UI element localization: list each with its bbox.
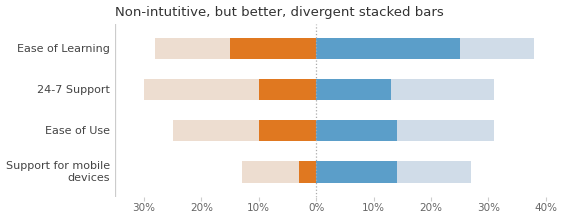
Bar xyxy=(459,38,534,59)
Bar xyxy=(316,38,459,59)
Bar xyxy=(259,79,316,100)
Bar xyxy=(391,79,494,100)
Bar xyxy=(230,38,316,59)
Bar xyxy=(144,79,259,100)
Bar xyxy=(173,120,259,141)
Bar xyxy=(316,79,391,100)
Text: Non-intutitive, but better, divergent stacked bars: Non-intutitive, but better, divergent st… xyxy=(115,5,444,19)
Bar xyxy=(155,38,230,59)
Bar xyxy=(242,161,299,182)
Bar xyxy=(396,120,494,141)
Bar xyxy=(396,161,471,182)
Bar xyxy=(316,161,396,182)
Bar xyxy=(259,120,316,141)
Bar xyxy=(299,161,316,182)
Bar xyxy=(316,120,396,141)
